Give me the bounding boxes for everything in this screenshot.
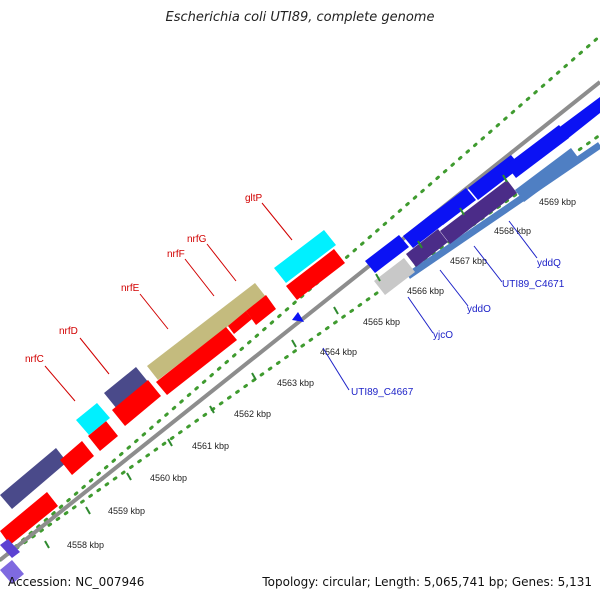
yjco-label: yjcO: [433, 330, 453, 341]
left-red-gene-2: [60, 441, 94, 475]
blue-gene-6: [557, 97, 600, 140]
page-title: Escherichia coli UTI89, complete genome: [165, 10, 435, 25]
nrfg-label: nrfG: [187, 234, 207, 245]
nrfe-callout-line: [139, 293, 169, 330]
scale-label: 4558 kbp: [67, 540, 104, 550]
mid-red-gene-1: [156, 327, 237, 395]
blue-gene-3: [433, 188, 476, 225]
scale-label: 4563 kbp: [277, 378, 314, 388]
nrfe-label: nrfE: [121, 283, 140, 294]
scale-tick: [44, 540, 50, 549]
steel-blue-gene: [515, 148, 580, 202]
bottom-purple-gene: [0, 539, 20, 558]
khaki-gene-block: [147, 283, 266, 380]
scale-tick: [417, 240, 423, 249]
yjco-callout-line: [407, 296, 434, 334]
scale-tick: [502, 174, 508, 183]
blue-gene-2: [403, 212, 444, 248]
scale-label: 4561 kbp: [192, 441, 229, 451]
gltp-label: gltP: [245, 193, 263, 204]
scale-tick: [167, 438, 173, 447]
scale-label: 4568 kbp: [494, 226, 531, 236]
nrff-label: nrfF: [167, 249, 185, 260]
left-red-gene-3: [88, 421, 118, 451]
dark-purple-gene-1: [406, 229, 448, 267]
light-gray-gene: [374, 258, 415, 295]
nrfd-label: nrfD: [59, 326, 78, 337]
yddq-label: yddQ: [537, 258, 561, 269]
scale-ticks: [44, 174, 508, 549]
scale-label: 4567 kbp: [450, 256, 487, 266]
mid-red-gene-3: [246, 295, 276, 325]
blue-gene-5: [506, 125, 569, 178]
scale-label: 4565 kbp: [363, 317, 400, 327]
nrfc-callout-line: [44, 365, 76, 402]
gltp-callout-line: [261, 202, 293, 241]
dark-purple-gene-2: [440, 180, 517, 244]
bottom-light-purple-gene: [0, 560, 24, 584]
cyan-gene-block: [274, 230, 336, 283]
uti89-c4667-callout-line: [322, 347, 350, 391]
scale-tick: [251, 372, 257, 381]
accession-text: Accession: NC_007946: [8, 575, 145, 589]
nrfc-label: nrfC: [25, 354, 44, 365]
blue-gene-1: [365, 235, 409, 273]
yddq-callout-line: [508, 220, 538, 259]
left-cyan-gene-1: [76, 403, 110, 435]
left-red-gene-1: [0, 492, 58, 545]
scale-label: 4560 kbp: [150, 473, 187, 483]
scale-tick: [85, 506, 91, 515]
scale-tick: [459, 207, 465, 216]
uti89-c4667-label: UTI89_C4667: [351, 387, 414, 398]
scale-tick: [291, 339, 297, 348]
scale-label: 4569 kbp: [539, 197, 576, 207]
top-dotted-guide: [0, 34, 600, 562]
scale-label: 4562 kbp: [234, 409, 271, 419]
scale-tick: [375, 273, 381, 282]
scale-label: 4566 kbp: [407, 286, 444, 296]
nrfd-callout-line: [79, 337, 110, 375]
small-blue-arrow: [292, 312, 304, 322]
red-gene-right-1: [286, 249, 345, 300]
nrff-callout-line: [184, 258, 215, 297]
scale-label: 4559 kbp: [108, 506, 145, 516]
scale-tick: [126, 472, 132, 481]
uti89-c4671-label: UTI89_C4671: [502, 279, 565, 290]
left-red-gene-4: [112, 380, 161, 426]
uti89-c4671-callout-line: [473, 245, 503, 283]
scale-tick: [209, 405, 215, 414]
bottom-dotted-guide: [0, 133, 600, 562]
genome-summary-text: Topology: circular; Length: 5,065,741 bp…: [262, 575, 592, 589]
yddo-callout-line: [439, 269, 469, 307]
nrfg-callout-line: [206, 243, 237, 282]
scale-label: 4564 kbp: [320, 347, 357, 357]
mid-red-gene-2: [228, 311, 252, 334]
yddo-label: yddO: [467, 304, 491, 315]
left-navy-gene-2: [104, 367, 149, 409]
scale-tick: [333, 306, 339, 315]
left-navy-gene-1: [0, 448, 67, 509]
